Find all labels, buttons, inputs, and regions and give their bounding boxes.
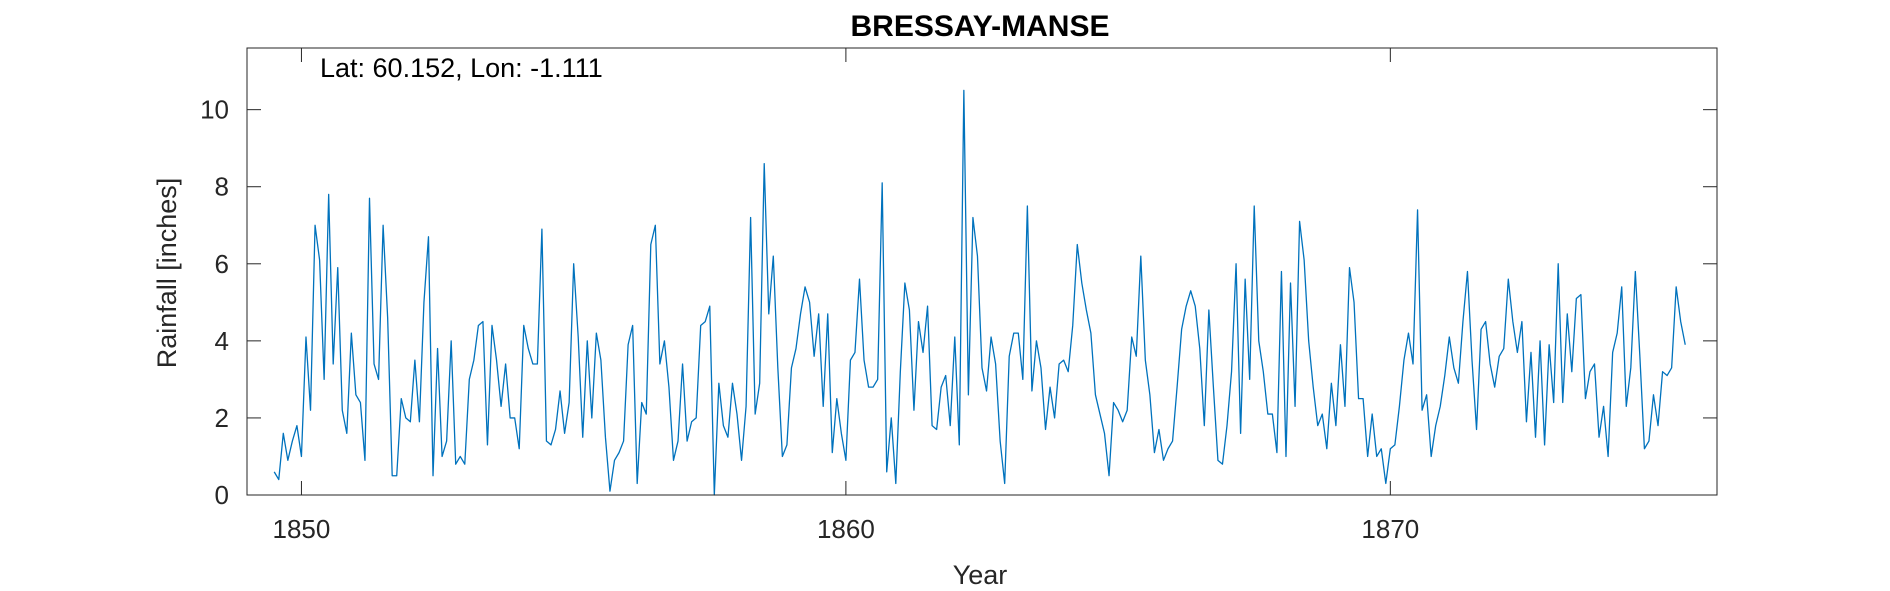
rainfall-series-line: [273, 89, 1686, 496]
x-axis-label: Year: [953, 560, 1008, 590]
y-tick-label: 8: [215, 172, 229, 202]
x-tick-labels: 1850 1860 1870: [273, 514, 1420, 544]
y-tick-label: 0: [215, 480, 229, 510]
y-tick-label: 4: [215, 326, 229, 356]
plot-frame: [246, 47, 1718, 496]
x-tick-label: 1850: [273, 514, 331, 544]
y-tick-labels: 0 2 4 6 8 10: [200, 95, 229, 510]
x-tick-label: 1870: [1361, 514, 1419, 544]
station-coordinates-annotation: Lat: 60.152, Lon: -1.111: [320, 53, 603, 83]
y-tick-label: 10: [200, 95, 229, 125]
y-tick-label: 2: [215, 403, 229, 433]
y-tick-label: 6: [215, 249, 229, 279]
chart-title: BRESSAY-MANSE: [851, 10, 1110, 43]
plot-area: [247, 48, 1717, 495]
y-axis-label: Rainfall [inches]: [152, 178, 182, 369]
x-tick-label: 1860: [817, 514, 875, 544]
